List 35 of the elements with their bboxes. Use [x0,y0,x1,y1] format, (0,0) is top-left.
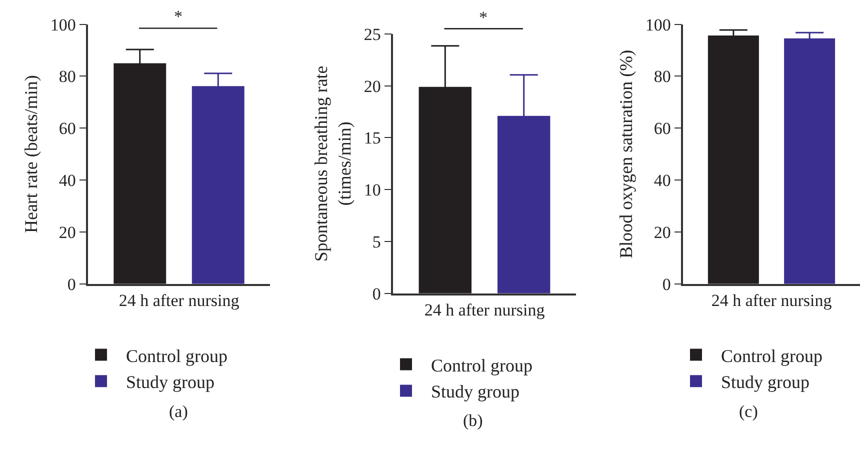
y-tick-label: 5 [372,232,381,252]
annotation: * [174,7,182,26]
legend-label: Control group [721,346,822,366]
y-tick-label: 40 [654,170,671,190]
legend-label: Control group [431,355,532,376]
y-tick-label: 0 [372,284,381,304]
y-tick-label: 80 [654,67,671,86]
x-tick-label: 24 h after nursing [424,300,546,320]
y-tick-label: 0 [662,274,671,294]
y-axis-title: Spontaneous breathing rate (times/min) [311,66,355,262]
y-tick-label: 60 [654,119,671,138]
y-tick-label: 100 [50,15,76,34]
legend-label: Study group [126,372,215,392]
y-tick-label: 40 [58,170,76,190]
y-tick-label: 100 [645,15,671,34]
legend-label: Study group [431,382,520,402]
y-tick-label: 20 [364,76,381,96]
y-tick-label: 20 [654,222,671,242]
y-tick-label: 10 [364,180,381,200]
legend-label: Control group [126,346,228,366]
y-tick-label: 15 [364,128,381,148]
y-tick-label: 80 [58,67,76,86]
y-tick-label: 60 [58,119,76,138]
text: * [479,8,488,27]
x-tick-label: 24 h after nursing [711,291,832,310]
y-tick-label: 25 [364,24,381,44]
x-tick-label: 24 h after nursing [118,291,240,310]
y-axis-title: Blood oxygen saturation (%) [616,50,636,258]
y-axis-title: Heart rate (beats/min) [21,75,42,234]
y-tick-label: 0 [67,274,76,294]
text: (c) [739,402,758,421]
y-tick-label: 20 [58,222,76,242]
text: (b) [463,411,483,430]
text: (a) [169,402,188,421]
legend-label: Study group [721,372,810,392]
